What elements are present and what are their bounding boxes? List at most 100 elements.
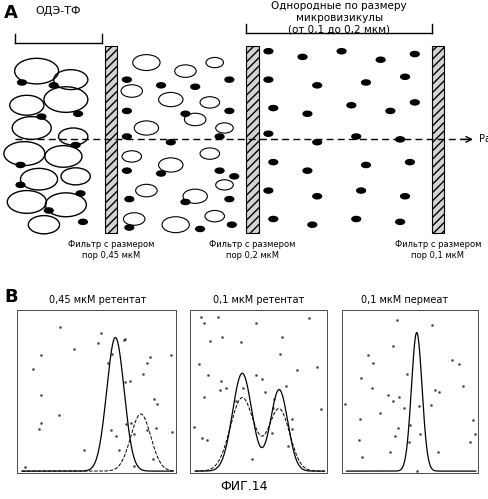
Bar <box>246 45 259 233</box>
Circle shape <box>225 197 234 202</box>
Point <box>284 442 292 450</box>
Circle shape <box>269 160 278 165</box>
Point <box>127 419 135 427</box>
Point <box>258 375 266 383</box>
Circle shape <box>337 48 346 54</box>
Point <box>416 430 424 438</box>
Point <box>288 426 296 434</box>
Point <box>113 432 121 440</box>
Point <box>122 420 129 428</box>
Text: Фильтр с размером
пор 0,2 мкМ: Фильтр с размером пор 0,2 мкМ <box>209 241 295 260</box>
Text: Фильтр с размером
пор 0,1 мкМ: Фильтр с размером пор 0,1 мкМ <box>395 241 481 260</box>
Circle shape <box>410 100 419 105</box>
Circle shape <box>16 182 25 188</box>
Point <box>406 421 414 429</box>
Point <box>428 321 436 329</box>
Point <box>393 316 401 324</box>
Point <box>293 366 301 374</box>
Point <box>368 384 376 392</box>
Point <box>435 388 443 396</box>
Circle shape <box>362 162 370 168</box>
Circle shape <box>401 74 409 79</box>
Bar <box>432 45 444 233</box>
Point <box>252 371 260 379</box>
Point <box>115 446 123 454</box>
Text: A: A <box>4 4 18 22</box>
Point <box>282 382 290 390</box>
Point <box>98 329 105 337</box>
Text: ФИГ.14: ФИГ.14 <box>220 480 268 493</box>
Circle shape <box>157 83 165 88</box>
Circle shape <box>215 168 224 173</box>
Bar <box>342 310 478 473</box>
Point <box>434 449 442 457</box>
Point <box>400 404 408 412</box>
Circle shape <box>74 111 82 116</box>
Point <box>142 427 150 435</box>
Circle shape <box>76 191 85 196</box>
Point <box>167 351 175 359</box>
Point <box>120 336 127 344</box>
Circle shape <box>264 48 273 54</box>
Point <box>459 382 467 390</box>
Point <box>217 377 224 385</box>
Circle shape <box>122 77 131 82</box>
Point <box>201 393 208 401</box>
Point <box>130 430 138 438</box>
Point <box>356 415 364 423</box>
Point <box>466 438 474 446</box>
Point <box>341 400 348 408</box>
Point <box>191 424 199 432</box>
Circle shape <box>298 54 307 59</box>
Point <box>427 401 435 409</box>
Point <box>358 374 366 382</box>
Point <box>270 395 278 403</box>
Circle shape <box>313 140 322 145</box>
Point <box>108 350 116 358</box>
Point <box>198 313 205 321</box>
Point <box>94 339 102 347</box>
Point <box>200 319 208 327</box>
Point <box>252 319 260 327</box>
Point <box>388 397 396 405</box>
Point <box>268 429 276 437</box>
Circle shape <box>386 108 395 113</box>
Point <box>195 360 203 368</box>
Point <box>237 338 245 346</box>
Circle shape <box>362 80 370 85</box>
Circle shape <box>357 188 366 193</box>
Circle shape <box>125 197 134 202</box>
Text: Однородные по размеру
микровизикулы
(от 0,1 до 0,2 мкм): Однородные по размеру микровизикулы (от … <box>271 1 407 34</box>
Circle shape <box>347 103 356 108</box>
Circle shape <box>125 225 134 230</box>
Point <box>232 397 240 405</box>
Bar <box>17 310 176 473</box>
Circle shape <box>225 77 234 82</box>
Point <box>447 356 455 364</box>
Point <box>455 360 463 368</box>
Circle shape <box>196 227 204 232</box>
Bar <box>190 310 327 473</box>
Point <box>261 388 269 396</box>
Point <box>359 453 366 461</box>
Point <box>389 342 397 350</box>
Point <box>269 404 277 412</box>
Circle shape <box>410 51 419 56</box>
Point <box>369 359 377 367</box>
Circle shape <box>122 108 131 113</box>
Circle shape <box>401 194 409 199</box>
Point <box>122 335 129 343</box>
Circle shape <box>166 140 175 145</box>
Point <box>216 386 224 394</box>
Point <box>405 438 413 446</box>
Point <box>431 386 439 394</box>
Point <box>222 384 230 392</box>
Point <box>313 363 321 371</box>
Circle shape <box>313 194 322 199</box>
Circle shape <box>230 174 239 179</box>
Point <box>384 391 392 399</box>
Text: Растворимый белок: Растворимый белок <box>479 134 488 144</box>
Point <box>37 391 45 399</box>
Point <box>248 455 256 463</box>
Circle shape <box>181 200 190 205</box>
